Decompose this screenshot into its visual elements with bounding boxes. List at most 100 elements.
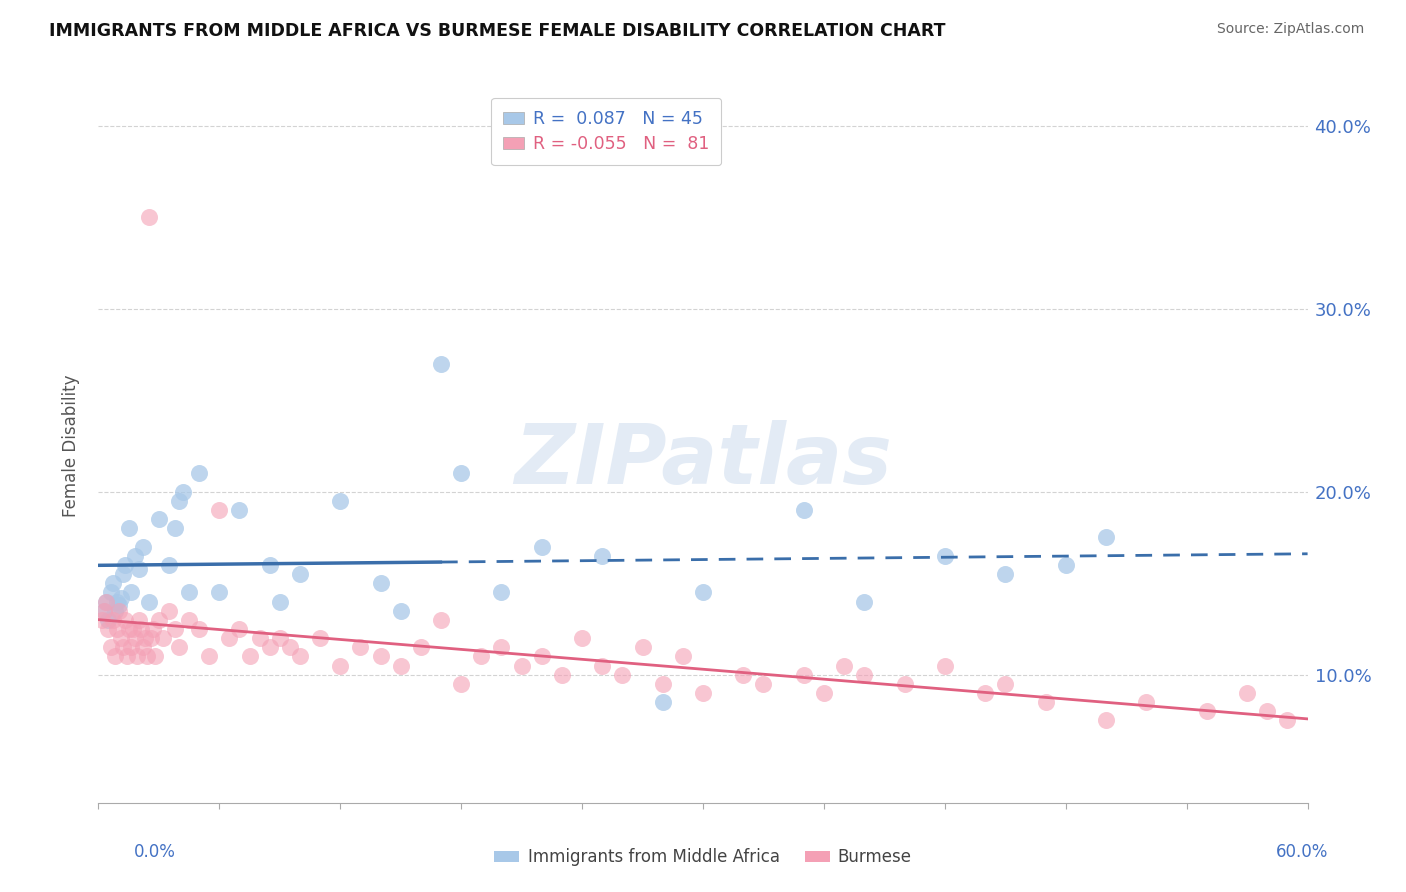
Point [1236, 686, 1258, 700]
Point [470, 649, 492, 664]
Point [93, 604, 115, 618]
Point [128, 561, 150, 575]
Point [105, 622, 128, 636]
Point [110, 631, 132, 645]
Point [142, 622, 165, 636]
Point [551, 667, 574, 681]
Point [135, 649, 157, 664]
Point [172, 484, 194, 499]
Point [118, 622, 141, 636]
Point [96, 594, 118, 608]
Point [134, 631, 156, 645]
Point [1135, 695, 1157, 709]
Point [163, 521, 186, 535]
Point [110, 591, 132, 605]
Point [1095, 531, 1118, 545]
Point [124, 631, 146, 645]
Point [107, 604, 129, 618]
Point [228, 622, 250, 636]
Point [163, 622, 186, 636]
Point [430, 613, 453, 627]
Point [269, 594, 291, 608]
Point [1256, 704, 1278, 718]
Point [103, 649, 125, 664]
Text: 60.0%: 60.0% [1277, 843, 1329, 861]
Text: ZIPatlas: ZIPatlas [515, 420, 891, 500]
Point [143, 649, 166, 664]
Point [813, 686, 835, 700]
Point [530, 540, 553, 554]
Point [288, 567, 311, 582]
Point [793, 503, 815, 517]
Point [148, 512, 170, 526]
Point [1195, 704, 1218, 718]
Point [612, 667, 634, 681]
Point [93, 604, 115, 618]
Text: IMMIGRANTS FROM MIDDLE AFRICA VS BURMESE FEMALE DISABILITY CORRELATION CHART: IMMIGRANTS FROM MIDDLE AFRICA VS BURMESE… [49, 22, 946, 40]
Point [139, 631, 162, 645]
Point [138, 211, 160, 225]
Point [198, 649, 221, 664]
Point [389, 604, 412, 618]
Point [591, 549, 613, 563]
Point [188, 622, 211, 636]
Point [1035, 695, 1057, 709]
Point [370, 576, 392, 591]
Text: 0.0%: 0.0% [134, 843, 176, 861]
Point [101, 576, 124, 591]
Point [329, 494, 352, 508]
Point [152, 631, 174, 645]
Point [491, 585, 513, 599]
Point [101, 613, 124, 627]
Point [430, 357, 453, 371]
Point [269, 631, 291, 645]
Point [124, 549, 146, 563]
Point [118, 521, 141, 535]
Point [114, 613, 136, 627]
Point [218, 631, 240, 645]
Point [510, 658, 533, 673]
Point [208, 503, 231, 517]
Point [132, 640, 155, 655]
Point [994, 677, 1017, 691]
Point [107, 598, 129, 612]
Point [157, 558, 180, 572]
Point [994, 567, 1017, 582]
Point [111, 567, 134, 582]
Point [97, 613, 120, 627]
Point [349, 640, 371, 655]
Point [128, 613, 150, 627]
Point [651, 695, 673, 709]
Point [249, 631, 271, 645]
Point [179, 585, 201, 599]
Point [491, 640, 513, 655]
Point [389, 658, 412, 673]
Point [672, 649, 695, 664]
Point [179, 613, 201, 627]
Point [409, 640, 432, 655]
Text: Source: ZipAtlas.com: Source: ZipAtlas.com [1216, 22, 1364, 37]
Point [853, 667, 876, 681]
Point [121, 622, 143, 636]
Point [228, 503, 250, 517]
Point [167, 640, 190, 655]
Point [752, 677, 775, 691]
Point [208, 585, 231, 599]
Point [167, 494, 190, 508]
Point [97, 622, 120, 636]
Point [125, 649, 148, 664]
Point [631, 640, 654, 655]
Point [1095, 714, 1118, 728]
Point [278, 640, 301, 655]
Point [115, 649, 138, 664]
Point [129, 622, 152, 636]
Point [1054, 558, 1077, 572]
Point [571, 631, 593, 645]
Point [591, 658, 613, 673]
Legend: Immigrants from Middle Africa, Burmese: Immigrants from Middle Africa, Burmese [488, 842, 918, 873]
Point [259, 558, 281, 572]
Point [157, 604, 180, 618]
Point [370, 649, 392, 664]
Point [188, 467, 211, 481]
Point [288, 649, 311, 664]
